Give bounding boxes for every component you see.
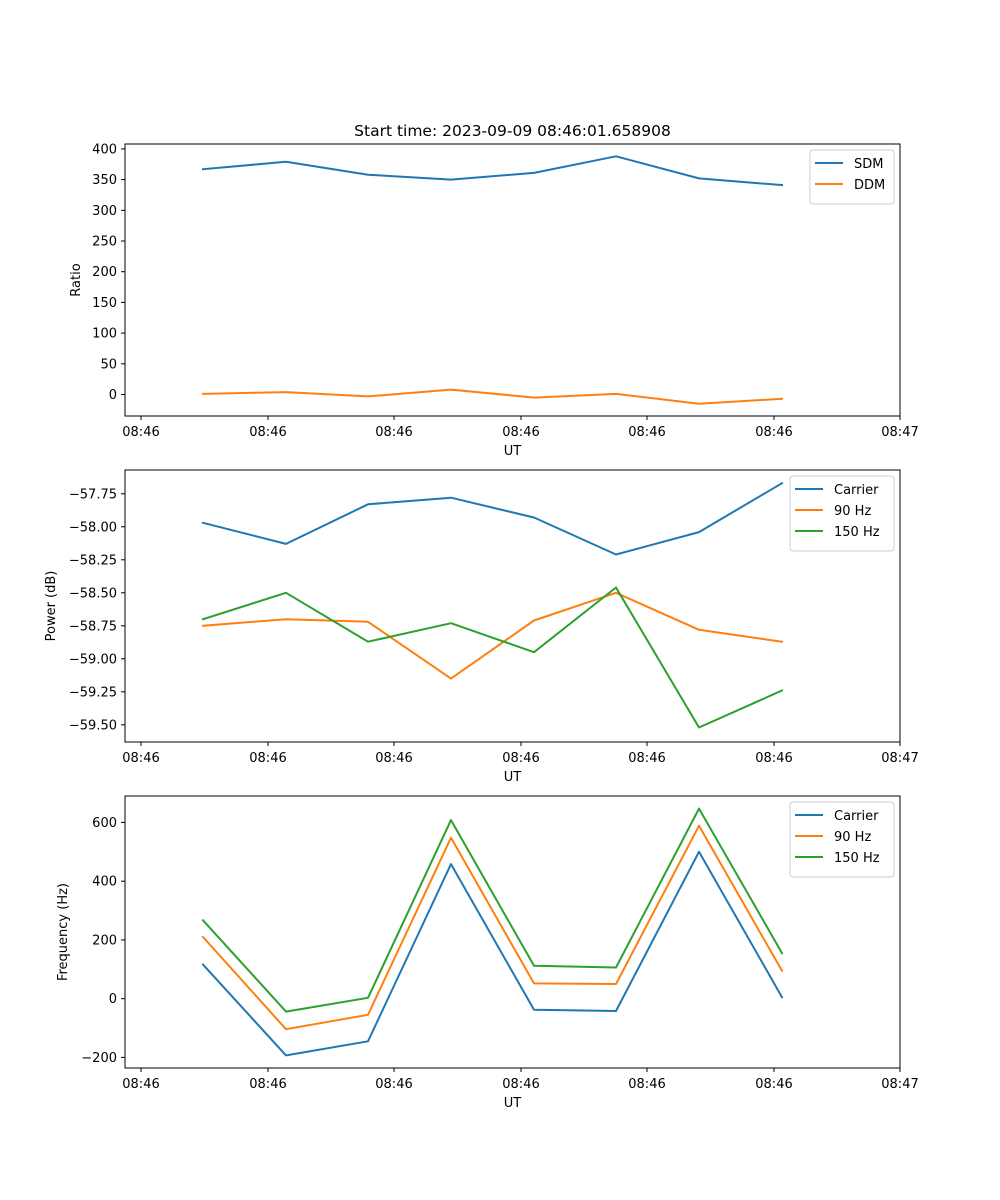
y-tick-label: 300: [92, 204, 117, 219]
y-axis-label: Frequency (Hz): [56, 883, 71, 981]
y-tick-label: 400: [92, 875, 117, 890]
series-line-carrier: [201, 481, 784, 556]
x-tick-label: 08:46: [502, 425, 539, 440]
y-axis-label: Power (dB): [44, 571, 59, 642]
series-line-150-hz: [201, 807, 784, 1013]
x-tick-label: 08:46: [375, 751, 412, 766]
y-tick-label: 200: [92, 265, 117, 280]
x-tick-label: 08:46: [755, 1077, 792, 1092]
legend-label: DDM: [854, 178, 885, 193]
x-tick-label: 08:46: [122, 751, 159, 766]
x-tick-label: 08:47: [881, 1077, 918, 1092]
legend-label: Carrier: [834, 483, 879, 498]
x-axis-label: UT: [504, 770, 522, 785]
x-tick-label: 08:46: [122, 425, 159, 440]
y-tick-label: 200: [92, 933, 117, 948]
panel-3: 08:46 08:46 08:46 08:46 08:46 08:46 08:47 −200 0…: [56, 795, 919, 1111]
y-tick-label: −58.75: [69, 619, 117, 634]
series-line-90-hz: [201, 824, 784, 1031]
series-line-90-hz: [201, 591, 784, 680]
legend-label: SDM: [854, 157, 883, 172]
series-line-sdm: [201, 155, 784, 187]
y-tick-label: 250: [92, 235, 117, 250]
x-axis-label: UT: [504, 1096, 522, 1111]
x-tick-label: 08:46: [249, 751, 286, 766]
x-tick-label: 08:46: [628, 1077, 665, 1092]
x-tick-label: 08:46: [628, 751, 665, 766]
panel-2: 08:46 08:46 08:46 08:46 08:46 08:46 08:47 −59.5…: [44, 469, 919, 785]
legend-box: [789, 801, 895, 878]
y-tick-label: −59.25: [69, 685, 117, 700]
y-tick-label: 150: [92, 296, 117, 311]
y-tick-label: 600: [92, 816, 117, 831]
legend-label: 90 Hz: [834, 830, 871, 845]
x-tick-label: 08:46: [502, 1077, 539, 1092]
y-tick-label: −59.50: [69, 718, 117, 733]
y-tick-label: −57.75: [69, 487, 117, 502]
y-tick-label: −200: [81, 1051, 117, 1066]
legend-label: Carrier: [834, 809, 879, 824]
x-tick-label: 08:46: [755, 751, 792, 766]
x-tick-label: 08:46: [375, 425, 412, 440]
figure-title: Start time: 2023-09-09 08:46:01.658908: [354, 122, 671, 140]
legend: Carrier 90 Hz 150 Hz: [789, 475, 895, 552]
y-tick-label: −58.25: [69, 553, 117, 568]
y-tick-label: −59.00: [69, 652, 117, 667]
axes-frame: [124, 795, 901, 1069]
x-tick-label: 08:46: [249, 1077, 286, 1092]
y-tick-label: 100: [92, 327, 117, 342]
legend-box: [789, 475, 895, 552]
y-tick-label: −58.00: [69, 520, 117, 535]
legend-label: 90 Hz: [834, 504, 871, 519]
y-tick-label: 50: [100, 357, 117, 372]
legend-label: 150 Hz: [834, 525, 880, 540]
series-line-150-hz: [201, 586, 784, 729]
axes-frame: [124, 469, 901, 743]
x-tick-label: 08:46: [502, 751, 539, 766]
x-tick-label: 08:47: [881, 751, 918, 766]
x-tick-label: 08:46: [249, 425, 286, 440]
y-tick-label: 400: [92, 142, 117, 157]
y-tick-label: 0: [109, 388, 117, 403]
y-axis-label: Ratio: [69, 263, 84, 296]
x-tick-label: 08:46: [628, 425, 665, 440]
series-line-ddm: [201, 388, 784, 405]
axes-frame: [124, 143, 901, 417]
x-tick-label: 08:47: [881, 425, 918, 440]
x-tick-label: 08:46: [122, 1077, 159, 1092]
y-tick-label: 350: [92, 173, 117, 188]
x-tick-label: 08:46: [375, 1077, 412, 1092]
panels: 08:46 08:46 08:46 08:46 08:46 08:46 08:47 0 50 10…: [44, 142, 919, 1111]
legend: Carrier 90 Hz 150 Hz: [789, 801, 895, 878]
legend: SDM DDM: [809, 149, 895, 205]
x-axis-label: UT: [504, 444, 522, 459]
y-tick-label: −58.50: [69, 586, 117, 601]
series-line-carrier: [201, 850, 784, 1057]
legend-label: 150 Hz: [834, 851, 880, 866]
x-tick-label: 08:46: [755, 425, 792, 440]
y-tick-label: 0: [109, 992, 117, 1007]
panel-1: 08:46 08:46 08:46 08:46 08:46 08:46 08:47 0 50 10…: [69, 142, 919, 459]
